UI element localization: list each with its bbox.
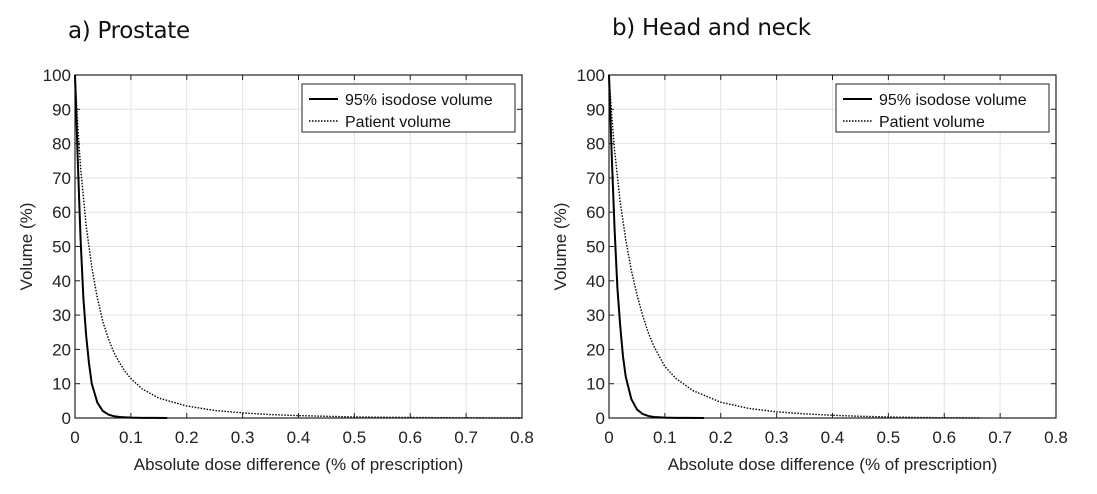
chart-panel-head-and-neck: 0 0.1 0.2 0.3 0.4 0.5 0.6 0.7 0.8 0 10 20 30 40 50 60 70…	[551, 66, 1068, 474]
legend-label: 95% isodose volume	[345, 92, 493, 109]
x-tick-label: 0.7	[454, 428, 478, 447]
series-line-95-isodose-volume	[608, 74, 704, 419]
y-tick-label: 10	[52, 375, 71, 394]
y-tick-label: 0	[596, 409, 605, 428]
y-tick-label: 60	[586, 203, 605, 222]
y-tick-label: 70	[52, 169, 71, 188]
x-tick-label: 0.7	[988, 428, 1012, 447]
chart-panel-prostate: 0 0.1 0.2 0.3 0.4 0.5 0.6 0.7 0.8 0 10 20 30 40 50 60 70…	[17, 66, 534, 474]
y-tick-label: 70	[586, 169, 605, 188]
y-tick-label: 40	[586, 272, 605, 291]
x-axis-label: Absolute dose difference (% of prescript…	[668, 455, 997, 474]
x-axis-label: Absolute dose difference (% of prescript…	[134, 455, 463, 474]
series-line-95-isodose-volume	[74, 74, 168, 419]
legend-label: Patient volume	[879, 114, 985, 131]
x-tick-label: 0.1	[653, 428, 677, 447]
legend-label: Patient volume	[345, 114, 451, 131]
y-tick-label: 10	[586, 375, 605, 394]
x-tick-label: 0	[70, 428, 79, 447]
x-tick-label: 0.3	[231, 428, 255, 447]
x-tick-label: 0.6	[932, 428, 956, 447]
panel-title-head-and-neck: b) Head and neck	[612, 15, 811, 41]
x-tick-label: 0.4	[287, 428, 311, 447]
y-tick-label: 50	[52, 238, 71, 257]
x-tick-label: 0.1	[119, 428, 143, 447]
y-tick-label: 30	[586, 306, 605, 325]
series-line-patient-volume	[608, 74, 981, 419]
x-tick-label: 0.2	[175, 428, 199, 447]
panel-title-prostate: a) Prostate	[68, 18, 190, 44]
y-tick-label: 80	[586, 135, 605, 154]
series-line-patient-volume	[74, 74, 523, 419]
y-tick-label: 90	[52, 100, 71, 119]
y-tick-label: 100	[577, 66, 605, 85]
y-tick-label: 80	[52, 135, 71, 154]
legend-label: 95% isodose volume	[879, 92, 1027, 109]
x-tick-label: 0.5	[877, 428, 901, 447]
y-axis-label: Volume (%)	[17, 203, 36, 291]
y-tick-label: 0	[62, 409, 71, 428]
x-tick-label: 0.2	[709, 428, 733, 447]
plot-frame	[74, 74, 523, 419]
x-tick-label: 0.3	[765, 428, 789, 447]
y-tick-label: 20	[586, 340, 605, 359]
y-tick-label: 40	[52, 272, 71, 291]
y-tick-label: 30	[52, 306, 71, 325]
legend-box	[301, 83, 516, 133]
x-tick-label: 0.8	[510, 428, 534, 447]
y-tick-label: 20	[52, 340, 71, 359]
y-tick-label: 60	[52, 203, 71, 222]
plot-frame	[608, 74, 1057, 419]
y-axis-label: Volume (%)	[551, 203, 570, 291]
x-tick-label: 0.4	[821, 428, 845, 447]
legend-box	[835, 83, 1050, 133]
y-tick-label: 90	[586, 100, 605, 119]
y-tick-label: 100	[43, 66, 71, 85]
x-tick-label: 0.8	[1044, 428, 1068, 447]
x-tick-label: 0.6	[398, 428, 422, 447]
y-tick-label: 50	[586, 238, 605, 257]
x-tick-label: 0.5	[343, 428, 367, 447]
x-tick-label: 0	[604, 428, 613, 447]
